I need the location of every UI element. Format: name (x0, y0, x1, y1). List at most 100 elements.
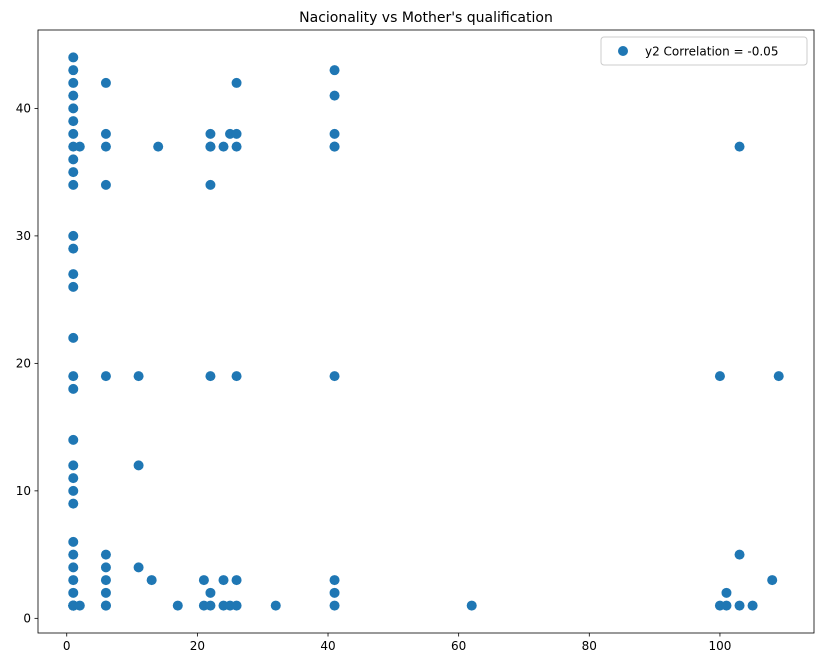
data-point (68, 90, 79, 101)
data-point (329, 371, 340, 382)
data-point (714, 371, 725, 382)
data-point (133, 460, 144, 471)
data-point (74, 141, 85, 152)
data-point (68, 575, 79, 586)
data-point (68, 65, 79, 76)
x-tick-label: 20 (190, 639, 205, 653)
data-point (205, 371, 216, 382)
data-point (205, 600, 216, 611)
data-point (146, 575, 157, 586)
data-point (172, 600, 183, 611)
data-point (68, 383, 79, 394)
data-point (329, 600, 340, 611)
data-point (68, 179, 79, 190)
y-tick-label: 20 (16, 356, 31, 370)
data-point (100, 128, 111, 139)
data-point (205, 141, 216, 152)
legend-label: y2 Correlation = -0.05 (645, 45, 778, 59)
data-point (329, 141, 340, 152)
data-point (68, 103, 79, 114)
data-point (68, 473, 79, 484)
data-point (100, 587, 111, 598)
data-point (205, 179, 216, 190)
data-point (205, 587, 216, 598)
data-point (734, 600, 745, 611)
data-point (133, 371, 144, 382)
data-point (721, 587, 732, 598)
data-point (68, 587, 79, 598)
axes-layer: 0 20 40 60 80 100 0 10 20 30 40 (16, 101, 732, 653)
data-point (100, 549, 111, 560)
data-point (231, 371, 242, 382)
plot-frame (37, 29, 815, 634)
data-point (767, 575, 778, 586)
data-point (205, 128, 216, 139)
data-point (329, 587, 340, 598)
data-point (100, 600, 111, 611)
legend-marker (618, 46, 628, 56)
chart-title: Nacionality vs Mother's qualification (299, 10, 553, 26)
data-point (133, 562, 144, 573)
data-point (68, 77, 79, 88)
data-point (68, 281, 79, 292)
data-point (734, 141, 745, 152)
y-tick-label: 10 (16, 484, 31, 498)
x-tick-label: 40 (320, 639, 335, 653)
data-point (329, 575, 340, 586)
data-point (68, 332, 79, 343)
data-point (68, 485, 79, 496)
legend-box (600, 36, 808, 66)
x-tick-label: 60 (451, 639, 466, 653)
data-point (68, 460, 79, 471)
data-point (231, 600, 242, 611)
data-point (747, 600, 758, 611)
data-point (68, 371, 79, 382)
data-point (153, 141, 164, 152)
data-point (68, 52, 79, 63)
data-point (231, 141, 242, 152)
data-point (466, 600, 477, 611)
y-tick-label: 40 (16, 101, 31, 115)
y-tick-label: 30 (16, 229, 31, 243)
y-tick-label: 0 (23, 611, 31, 625)
data-point (231, 128, 242, 139)
data-point (198, 575, 209, 586)
x-tick-label: 0 (63, 639, 71, 653)
points-layer (68, 52, 784, 611)
data-point (100, 179, 111, 190)
data-point (100, 141, 111, 152)
data-point (329, 65, 340, 76)
data-point (68, 498, 79, 509)
data-point (68, 562, 79, 573)
data-point (68, 128, 79, 139)
data-point (68, 154, 79, 165)
data-point (74, 600, 85, 611)
data-point (773, 371, 784, 382)
data-point (329, 128, 340, 139)
x-tick-label: 100 (708, 639, 731, 653)
data-point (734, 549, 745, 560)
data-point (68, 116, 79, 127)
data-point (721, 600, 732, 611)
data-point (270, 600, 281, 611)
data-point (68, 549, 79, 560)
x-tick-label: 80 (582, 639, 597, 653)
data-point (68, 434, 79, 445)
data-point (68, 243, 79, 254)
data-point (68, 167, 79, 178)
data-point (100, 562, 111, 573)
data-point (68, 230, 79, 241)
data-point (329, 90, 340, 101)
data-point (231, 77, 242, 88)
data-point (100, 575, 111, 586)
data-point (68, 536, 79, 547)
data-point (218, 575, 229, 586)
plot-area (38, 30, 814, 633)
data-point (68, 269, 79, 280)
legend: y2 Correlation = -0.05 (600, 36, 808, 66)
data-point (100, 77, 111, 88)
data-point (218, 141, 229, 152)
data-point (231, 575, 242, 586)
data-point (100, 371, 111, 382)
